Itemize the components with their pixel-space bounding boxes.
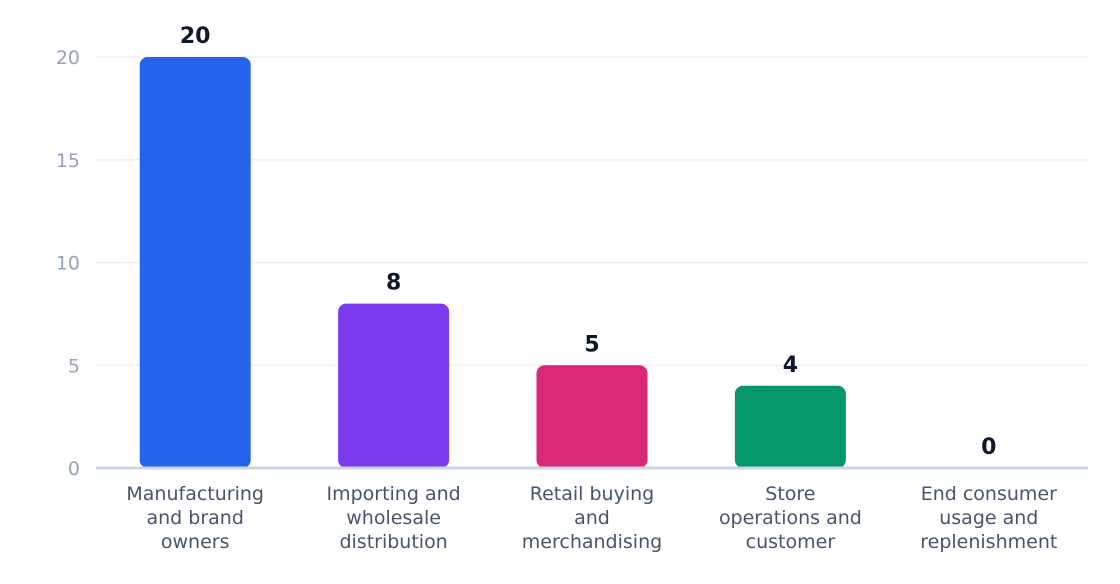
category-label-3: Retail buying and merchandising	[522, 483, 662, 553]
category-label-line: Store	[765, 483, 815, 505]
bar-3	[536, 365, 648, 468]
bar-4	[734, 385, 846, 468]
category-label-line: End consumer	[921, 483, 1057, 505]
category-label-line: Importing and	[326, 483, 460, 505]
y-axis-ticks: 0 5 10 15 20	[56, 47, 80, 480]
category-label-line: merchandising	[522, 531, 662, 553]
category-label-line: and	[574, 507, 610, 529]
y-tick-label: 15	[56, 150, 80, 172]
category-label-line: operations and	[719, 507, 862, 529]
category-labels: Manufacturing and brand owners Importing an…	[126, 483, 1057, 553]
y-tick-label: 20	[56, 47, 80, 69]
value-label-4: 4	[783, 353, 798, 378]
category-label-line: Retail buying	[530, 483, 654, 505]
bar-2	[338, 303, 450, 468]
bars	[139, 57, 846, 468]
category-label-line: replenishment	[920, 531, 1057, 553]
value-labels: 20 8 5 4 0	[180, 24, 997, 460]
category-label-line: wholesale	[346, 507, 441, 529]
category-label-4: Store operations and customer	[719, 483, 862, 553]
category-label-1: Manufacturing and brand owners	[126, 483, 264, 553]
category-label-line: and brand	[146, 507, 243, 529]
category-label-2: Importing and wholesale distribution	[326, 483, 460, 553]
value-label-3: 5	[584, 332, 599, 357]
category-label-line: customer	[746, 531, 836, 553]
y-tick-label: 5	[68, 355, 80, 377]
value-label-2: 8	[386, 271, 401, 296]
bar-1	[139, 57, 251, 468]
y-tick-label: 10	[56, 253, 80, 275]
value-label-5: 0	[981, 435, 996, 460]
category-label-line: Manufacturing	[126, 483, 264, 505]
y-tick-label: 0	[68, 458, 80, 480]
category-label-5: End consumer usage and replenishment	[920, 483, 1057, 553]
category-label-line: usage and	[939, 507, 1038, 529]
category-label-line: distribution	[339, 531, 447, 553]
category-label-line: owners	[161, 531, 230, 553]
value-label-1: 20	[180, 24, 211, 49]
